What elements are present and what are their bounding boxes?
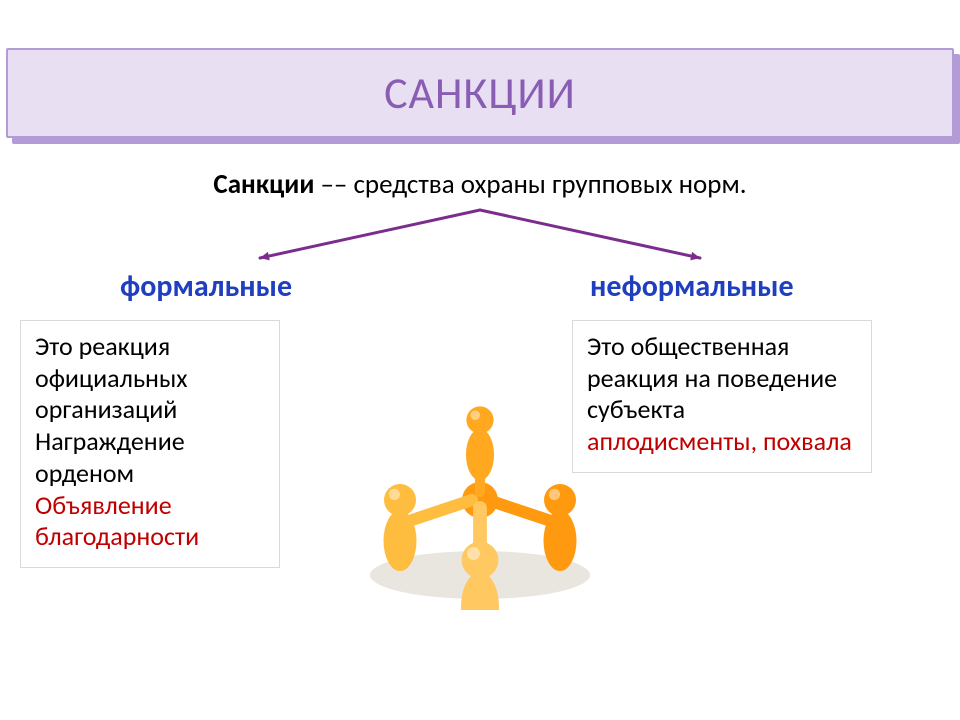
definition-term: Санкции [213, 168, 314, 201]
branch-label-informal: неформальные [590, 268, 794, 305]
formal-desc-example: Объявление благодарности [35, 490, 265, 553]
formal-description-box: Это реакция официальных организаций Нагр… [20, 320, 280, 568]
split-arrows-svg [240, 200, 720, 270]
title-banner: САНКЦИИ [6, 48, 954, 138]
title-banner-face: САНКЦИИ [6, 48, 954, 138]
formal-desc-main: Это реакция официальных организаций Нагр… [35, 331, 265, 490]
split-arrows [240, 200, 720, 270]
definition-line: Санкции –– средства охраны групповых нор… [0, 168, 960, 201]
people-group-illustration [330, 350, 630, 610]
definition-text: –– средства охраны групповых норм. [314, 168, 746, 201]
slide-title: САНКЦИИ [384, 66, 576, 120]
branch-label-formal: формальные [120, 268, 292, 305]
slide: САНКЦИИ Санкции –– средства охраны групп… [0, 0, 960, 720]
people-group-icon [330, 350, 630, 610]
